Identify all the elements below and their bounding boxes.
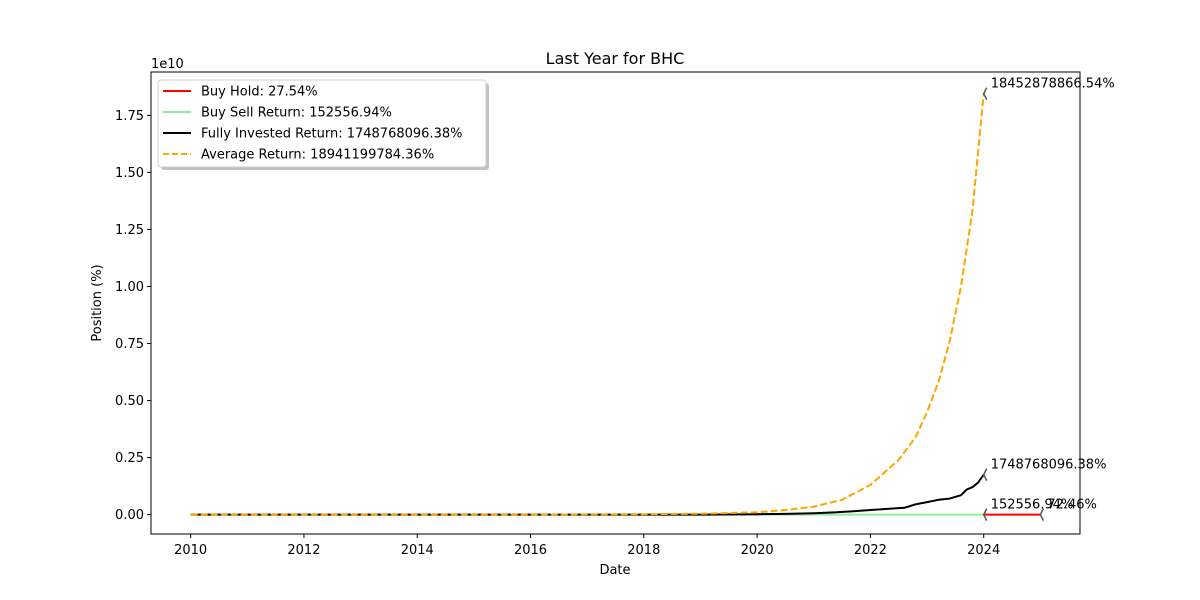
annotation-arrow — [982, 468, 988, 482]
y-scale-label: 1e10 — [151, 57, 184, 72]
annotation-arrow — [982, 87, 988, 101]
x-axis-ticks: 2010 2012 2014 2016 2018 2020 2022 2024 — [174, 534, 1000, 558]
annotation-label: 72.46% — [1047, 498, 1097, 513]
legend-label: Buy Sell Return: 152556.94% — [201, 106, 392, 121]
x-tick-label: 2024 — [967, 543, 1000, 558]
series-line — [190, 93, 985, 516]
legend-label: Average Return: 18941199784.36% — [201, 148, 434, 163]
y-tick-label: 0.00 — [115, 508, 144, 523]
series-layer — [190, 93, 1041, 516]
y-tick-label: 1.00 — [115, 280, 144, 295]
y-tick-label: 0.75 — [115, 337, 144, 352]
legend: Buy Hold: 27.54% Buy Sell Return: 152556.… — [157, 79, 489, 170]
x-tick-label: 2020 — [741, 543, 774, 558]
x-tick-label: 2012 — [287, 543, 320, 558]
legend-label: Buy Hold: 27.54% — [201, 85, 318, 100]
series-line — [190, 474, 985, 516]
annotation-label: 152556.94% — [991, 498, 1074, 513]
legend-label: Fully Invested Return: 1748768096.38% — [201, 127, 462, 142]
y-tick-label: 0.25 — [115, 451, 144, 466]
x-tick-label: 2022 — [854, 543, 887, 558]
x-tick-label: 2018 — [627, 543, 660, 558]
x-tick-label: 2014 — [401, 543, 434, 558]
annotation-label: 18452878866.54% — [991, 77, 1115, 92]
y-tick-label: 0.50 — [115, 394, 144, 409]
x-tick-label: 2016 — [514, 543, 547, 558]
y-axis-ticks: 0.00 0.25 0.50 0.75 1.00 1.25 1.50 1.75 — [115, 109, 151, 523]
annotation-arrow — [1039, 508, 1045, 521]
legend-box — [157, 79, 487, 168]
chart-title: Last Year for BHC — [546, 49, 685, 68]
y-tick-label: 1.75 — [115, 109, 144, 124]
y-axis-label: Position (%) — [90, 264, 105, 341]
legend-items: Buy Hold: 27.54% Buy Sell Return: 152556.… — [163, 85, 462, 163]
annotation-label: 1748768096.38% — [991, 458, 1107, 473]
y-tick-label: 1.50 — [115, 166, 144, 181]
annotation-arrow — [982, 508, 988, 521]
x-axis-label: Date — [599, 563, 630, 578]
annotation-layer: 18452878866.54% 1748768096.38% 152556.94%7… — [982, 77, 1115, 521]
x-tick-label: 2010 — [174, 543, 207, 558]
plot-frame — [150, 71, 1081, 535]
y-tick-label: 1.25 — [115, 223, 144, 238]
